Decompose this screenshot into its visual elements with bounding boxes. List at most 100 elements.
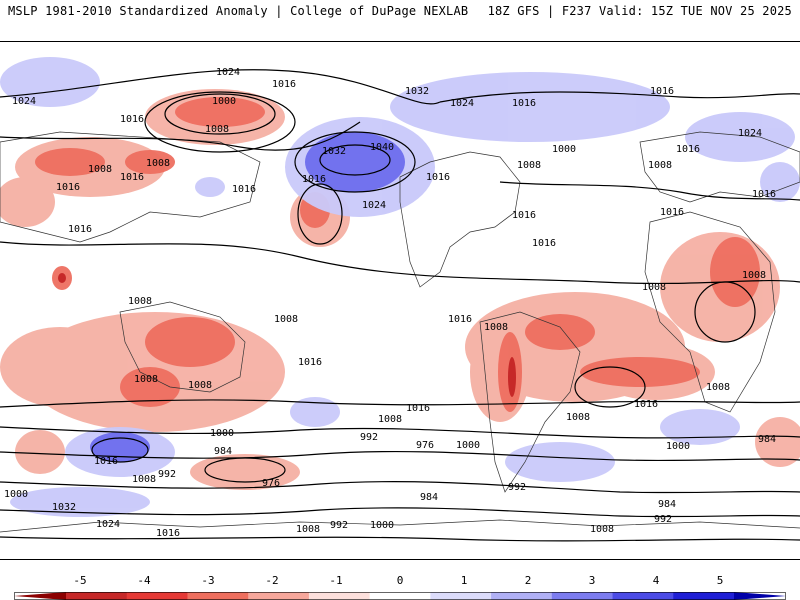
isobar-976-low xyxy=(204,457,286,483)
isobar-label: 1016 xyxy=(676,144,700,155)
colorbar-label: 1 xyxy=(460,574,468,587)
isobar-label: 976 xyxy=(416,440,434,451)
isobar-label: 1016 xyxy=(232,184,256,195)
isobar-label: 1000 xyxy=(666,441,690,452)
colorbar-segment xyxy=(248,592,310,600)
isobar-label: 1016 xyxy=(634,399,658,410)
colorbar-label: 2 xyxy=(524,574,532,587)
europe-outline xyxy=(639,131,800,203)
isobar-label: 1024 xyxy=(362,200,386,211)
colorbar-min-arrow xyxy=(14,592,66,600)
isobar-1016-subtropical xyxy=(0,241,800,285)
colorbar-label: -3 xyxy=(201,574,215,587)
isobar-label: 1032 xyxy=(52,502,76,513)
isobar-label: 1008 xyxy=(378,414,402,425)
isobar-label: 1008 xyxy=(517,160,541,171)
isobar-label: 1040 xyxy=(370,142,394,153)
colorbar-labels: -5 -4 -3 -2 -1 0 1 2 3 4 5 xyxy=(0,574,800,588)
isobar-label: 1008 xyxy=(132,474,156,485)
isobar-1008-low xyxy=(144,91,296,153)
colorbar-segment xyxy=(673,592,735,600)
colorbar-label: -1 xyxy=(329,574,343,587)
isobar-label: 992 xyxy=(508,482,526,493)
isobar-1016-atlantic xyxy=(574,366,646,408)
colorbar-segment xyxy=(66,592,128,600)
isobar-label: 1000 xyxy=(4,489,28,500)
isobar-1024-north xyxy=(0,69,441,105)
antarctica-coast xyxy=(0,519,800,533)
isobar-label: 1000 xyxy=(212,96,236,107)
colorbar-label: 5 xyxy=(716,574,724,587)
isobar-1016-south-high xyxy=(91,437,149,463)
isobar-label: 984 xyxy=(420,492,438,503)
isobar-label: 1000 xyxy=(552,144,576,155)
isobar-label: 1008 xyxy=(146,158,170,169)
coastlines xyxy=(0,131,800,533)
isobar-label: 1016 xyxy=(272,79,296,90)
isobar-1016-north xyxy=(0,121,361,151)
isobar-label: 992 xyxy=(654,514,672,525)
isobar-label: 1016 xyxy=(448,314,472,325)
isobar-1024-east xyxy=(439,91,800,103)
colorbar-segment xyxy=(369,592,431,600)
isobar-label: 1016 xyxy=(752,189,776,200)
south-america-outline xyxy=(479,311,581,493)
isobar-label: 1008 xyxy=(590,524,614,535)
isobar-label: 992 xyxy=(158,469,176,480)
colorbar-label: 0 xyxy=(396,574,404,587)
isobar-label: 1016 xyxy=(298,357,322,368)
isobar-label: 1016 xyxy=(56,182,80,193)
australia-region-outline xyxy=(119,301,246,393)
isobar-label: 984 xyxy=(758,434,776,445)
isobar-label-layer: 1024 1016 1024 1000 1008 1016 1008 1016 … xyxy=(4,67,776,539)
isobar-1008-antarctic xyxy=(0,536,800,542)
isobar-label: 1032 xyxy=(322,146,346,157)
isobar-label: 992 xyxy=(330,520,348,531)
colorbar-segment xyxy=(491,592,553,600)
isobar-label: 1008 xyxy=(566,412,590,423)
isobar-1040-high xyxy=(319,144,391,176)
isobar-label: 1000 xyxy=(210,428,234,439)
isobar-992-southern xyxy=(0,481,800,494)
colorbar-label: -2 xyxy=(265,574,279,587)
map-title: MSLP 1981-2010 Standardized Anomaly | Co… xyxy=(8,4,469,18)
asia-outline xyxy=(0,131,261,243)
isobar-label: 1016 xyxy=(650,86,674,97)
isobar-label: 1024 xyxy=(450,98,474,109)
isobar-label: 1016 xyxy=(426,172,450,183)
isobar-label: 1008 xyxy=(188,380,212,391)
isobar-label: 1032 xyxy=(405,86,429,97)
isobar-label: 1016 xyxy=(302,174,326,185)
isobar-label: 1008 xyxy=(484,322,508,333)
isobar-label: 984 xyxy=(214,446,232,457)
colorbar-segment xyxy=(430,592,492,600)
isobar-label: 1008 xyxy=(205,124,229,135)
isobar-label: 1024 xyxy=(96,519,120,530)
isobar-label: 1016 xyxy=(68,224,92,235)
africa-outline xyxy=(644,211,776,413)
colorbar-label: 3 xyxy=(588,574,596,587)
colorbar-segment xyxy=(612,592,674,600)
isobar-label: 1016 xyxy=(660,207,684,218)
colorbar-label: 4 xyxy=(652,574,660,587)
isobar-label: 1016 xyxy=(94,456,118,467)
isobar-1008-southern xyxy=(0,426,800,439)
isobar-label: 1008 xyxy=(128,296,152,307)
colorbar-segment xyxy=(308,592,371,600)
anomaly-map: 1024 1016 1024 1000 1008 1016 1008 1016 … xyxy=(0,57,800,542)
colorbar-max-arrow xyxy=(734,592,786,600)
isobar-label: 1024 xyxy=(12,96,36,107)
isobar-984-southern xyxy=(0,507,800,518)
isobar-label: 1024 xyxy=(216,67,240,78)
isobar-label: 1016 xyxy=(120,172,144,183)
colorbar-label: -4 xyxy=(137,574,151,587)
isobar-1016-southern xyxy=(0,399,800,408)
isobar-label: 1008 xyxy=(742,270,766,281)
isobar-1008-africa xyxy=(694,281,756,343)
isobar-label: 1008 xyxy=(706,382,730,393)
isobar-1000-low xyxy=(164,93,276,135)
isobar-label: 1008 xyxy=(274,314,298,325)
colorbar-label: -5 xyxy=(73,574,87,587)
isobar-label: 992 xyxy=(360,432,378,443)
deep-negative-anomaly-core xyxy=(58,273,516,397)
